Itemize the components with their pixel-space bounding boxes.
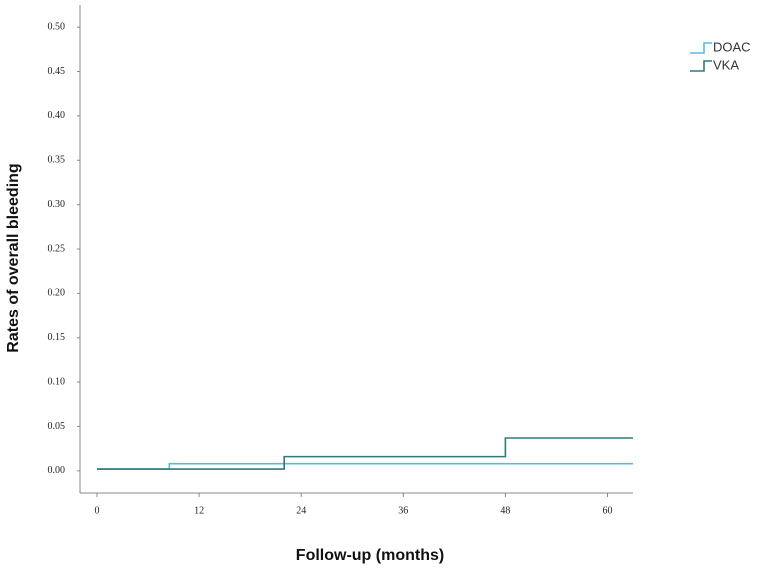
y-tick-label: 0.10 [48,376,66,387]
x-tick-label: 24 [296,505,306,516]
x-tick-label: 48 [500,505,510,516]
y-tick-label: 0.20 [48,288,66,299]
x-tick-label: 60 [602,505,612,516]
legend-label: VKA [713,57,739,72]
y-tick-label: 0.50 [48,21,66,32]
legend-swatch [690,42,712,54]
y-tick-label: 0.15 [48,332,66,343]
y-tick-label: 0.30 [48,199,66,210]
y-tick-label: 0.35 [48,155,66,166]
x-axis-title: Follow-up (months) [296,547,444,564]
x-tick-label: 12 [194,505,204,516]
legend-swatch [690,60,712,72]
y-tick-label: 0.05 [48,421,66,432]
y-tick-label: 0.00 [48,465,66,476]
x-tick-label: 36 [398,505,408,516]
legend-label: DOAC [713,39,751,54]
y-tick-label: 0.25 [48,243,66,254]
y-tick-label: 0.45 [48,66,66,77]
series-line [97,437,633,470]
y-axis-title: Rates of overall bleeding [5,163,22,352]
x-tick-label: 0 [95,505,100,516]
y-tick-label: 0.40 [48,110,66,121]
